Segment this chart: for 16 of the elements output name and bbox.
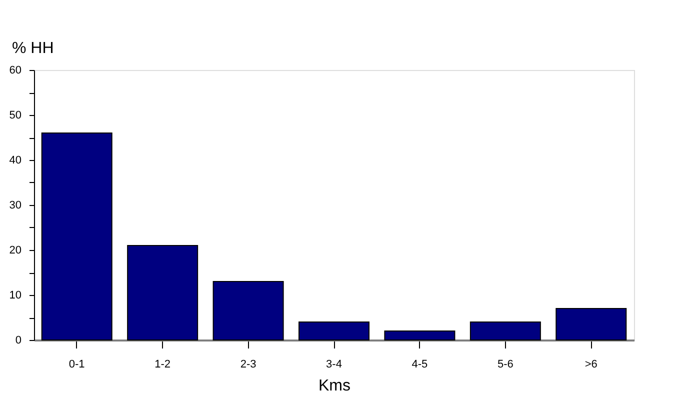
x-tick-label: 5-6	[497, 358, 514, 370]
x-tick-label: 3-4	[326, 358, 342, 370]
x-tick-label: 1-2	[154, 358, 171, 370]
y-tick-label: 60	[9, 64, 22, 76]
y-tick-label: 20	[9, 244, 22, 256]
y-tick-label: 50	[9, 110, 22, 122]
y-tick-label: 30	[9, 200, 22, 212]
y-tick-label: 10	[9, 290, 22, 302]
y-axis-title: % HH	[12, 40, 54, 57]
x-tick-label: 4-5	[412, 358, 428, 370]
x-tick-label: 2-3	[240, 358, 256, 370]
x-axis-title: Kms	[318, 378, 350, 394]
x-tick-label: 0-1	[68, 358, 85, 370]
y-tick-label: 0	[15, 334, 22, 346]
y-tick-label: 40	[9, 154, 22, 166]
x-tick-label: >6	[584, 358, 598, 370]
